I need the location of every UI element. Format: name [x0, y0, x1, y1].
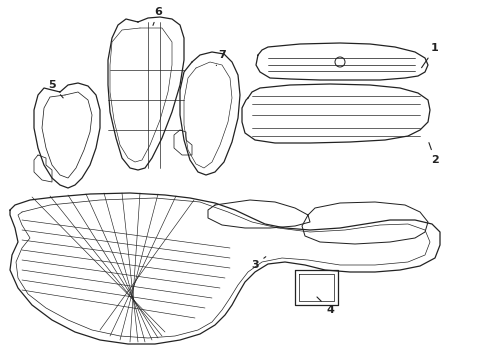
Text: 5: 5: [48, 80, 63, 98]
Text: 6: 6: [153, 7, 162, 26]
Text: 7: 7: [216, 50, 226, 66]
Text: 2: 2: [429, 143, 439, 165]
Text: 1: 1: [421, 43, 439, 68]
Text: 4: 4: [317, 297, 334, 315]
Text: 3: 3: [251, 257, 266, 270]
